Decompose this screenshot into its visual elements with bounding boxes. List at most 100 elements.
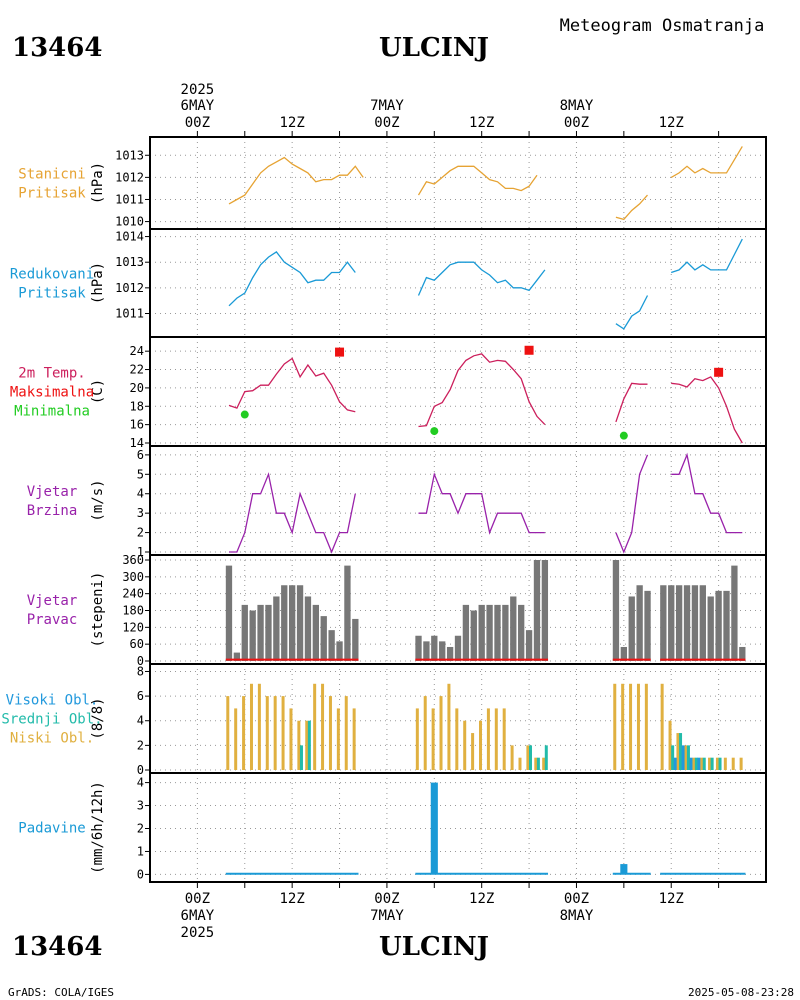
cloud-cover-bar-1 [679,733,683,770]
precipitation-frame [149,772,767,883]
cloud-cover-bar-0 [439,696,443,770]
station-pressure-ytick-label: 1011 [115,192,144,206]
wind-direction-bar-0 [502,604,509,661]
cloud-cover-bar-1 [671,745,675,770]
cloud-cover-bar-0 [708,757,712,770]
cloud-cover-bar-0 [305,720,309,770]
temperature-ytick-label: 18 [130,399,144,413]
precipitation-ytick-label: 2 [137,822,144,836]
cloud-cover-bar-0 [613,683,617,770]
cloud-cover-ytick-label: 6 [137,689,144,703]
wind-direction-bar-0 [486,604,493,661]
temperature-label-2: Minimalna [14,404,90,420]
reduced-pressure-line-0 [417,261,546,296]
bottom-axis-tick-label: 12Z [280,891,305,907]
wind-speed-label-0: Vjetar [27,484,78,500]
header-station-name: ULCINJ [379,33,489,63]
cloud-cover-bar-0 [700,757,704,770]
wind-direction-bar-0 [707,596,714,661]
wind-direction-bar-0 [225,565,233,661]
cloud-cover-bar-1 [299,745,303,770]
wind-direction-ytick-label: 240 [122,587,144,601]
wind-direction-bar-0 [352,618,359,661]
reduced-pressure-label-0: Redukovani [10,267,94,283]
wind-direction-bar-0 [312,604,320,661]
reduced-pressure-ytick-label: 1012 [115,281,144,295]
top-axis-date: 7MAY [370,98,404,114]
wind-direction-bar-0 [249,610,256,661]
wind-direction-bar-0 [328,630,335,661]
wind-direction-ytick-label: 60 [130,637,144,651]
wind-direction-ytick-label: 0 [137,654,144,668]
wind-direction-bar-0 [612,560,620,661]
precipitation-ytick-label: 4 [137,776,144,790]
wind-direction-bar-0 [462,604,470,661]
cloud-cover-bar-0 [289,708,293,770]
cloud-cover-bar-0 [423,696,427,770]
cloud-cover-bar-0 [731,757,735,770]
wind-direction-bar-0 [241,604,248,661]
cloud-cover-bar-0 [660,683,664,770]
wind-direction-bar-0 [494,604,501,661]
top-axis-tick-label: 00Z [564,115,589,131]
top-axis-tick-label: 00Z [185,115,210,131]
wind-direction-bar-0 [668,585,675,661]
wind-direction-bar-0 [454,635,462,661]
wind-direction-bar-0 [265,604,272,661]
wind-direction-bar-0 [446,646,454,661]
cloud-cover-bar-0 [668,720,672,770]
cloud-cover-bar-0 [526,745,530,770]
cloud-cover-bar-0 [739,757,743,770]
cloud-cover-ytick-label: 2 [137,738,144,752]
station-pressure-line-0 [228,156,364,205]
wind-direction-bar-0 [320,616,327,661]
cloud-cover-bar-0 [479,720,483,770]
station-pressure-line-0 [417,165,538,196]
wind-speed-ytick-label: 3 [137,506,144,520]
wind-direction-bar-0 [273,596,280,661]
cloud-cover-bar-0 [455,708,459,770]
cloud-cover-bar-1 [694,757,698,770]
cloud-cover-bar-1 [718,757,722,770]
precipitation-ytick-label: 0 [137,867,144,881]
wind-speed-line-0 [615,454,649,554]
reduced-pressure-unit-label: (hPa) [90,262,106,304]
wind-direction-bar-0 [660,585,667,661]
reduced-pressure-line-0 [670,238,743,274]
precipitation-bar-0 [430,782,438,875]
reduced-pressure-line-0 [228,251,356,307]
cloud-cover-ytick-label: 8 [137,664,144,678]
cloud-cover-bar-0 [234,708,238,770]
top-axis-year: 2025 [181,82,215,98]
cloud-cover-bar-0 [644,683,648,770]
wind-direction-bar-0 [257,604,264,661]
cloud-cover-bar-0 [684,745,688,770]
bottom-axis-tick-label: 12Z [469,891,494,907]
cloud-cover-bar-0 [636,683,640,770]
cloud-cover-bar-2 [689,757,693,770]
cloud-cover-bar-1 [536,757,540,770]
wind-direction-bar-0 [533,560,541,661]
reduced-pressure-line-0 [615,295,649,330]
wind-direction-bar-0 [691,585,699,661]
wind-speed-label-1: Brzina [27,503,78,519]
cloud-cover-label-1: Srednji Obl. [1,712,102,728]
cloud-cover-bar-0 [281,696,285,770]
cloud-cover-bar-0 [257,683,261,770]
top-axis-tick-label: 12Z [469,115,494,131]
wind-direction-bar-0 [478,604,485,661]
wind-direction-bar-0 [518,604,525,661]
cloud-cover-label-0: Visoki Obl. [6,693,99,709]
wind-speed-unit-label: (m/s) [90,479,106,521]
cloud-cover-bar-0 [226,696,230,770]
wind-speed-line-0 [418,472,545,535]
cloud-cover-bar-0 [518,757,522,770]
station-pressure-unit-label: (hPa) [90,162,106,204]
cloud-cover-bar-0 [249,683,253,770]
temperature-line-0 [615,382,648,423]
cloud-cover-bar-0 [502,708,506,770]
precipitation-unit-label: (mm/6h/12h) [90,781,106,874]
temperature-label-0: 2m Temp. [18,366,85,382]
wind-speed-line-0 [671,452,743,534]
wind-direction-bar-0 [644,590,651,661]
